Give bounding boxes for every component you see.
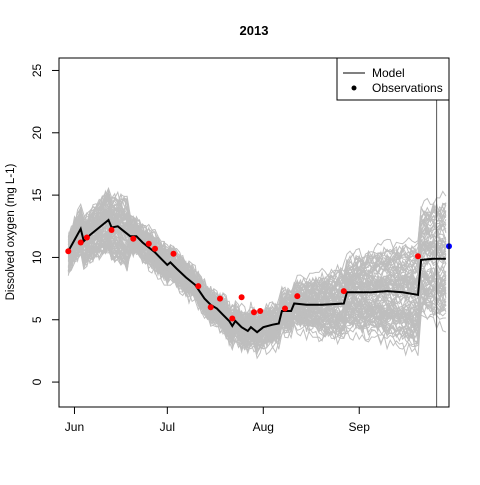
x-tick-label: Aug [253,420,274,434]
observation-point [108,227,115,233]
chart-title: 2013 [240,23,269,38]
observation-point [340,288,347,295]
y-tick-label: 0 [30,378,44,385]
x-tick-label: Sep [349,420,371,434]
observation-point [152,245,158,252]
x-tick-label: Jul [160,420,175,434]
y-axis-label: Dissolved oxygen (mg L-1) [5,163,17,300]
observation-point [195,283,202,290]
y-tick-label: 15 [30,188,44,202]
y-axis: 0 5 10 15 20 25 [30,63,60,385]
legend: Model Observations [336,57,450,101]
observation-point [130,235,137,242]
observation-point [145,240,152,247]
legend-model-label: Model [372,66,405,80]
x-axis: Jun Jul Aug Sep [65,406,371,434]
ensemble-member-line [67,241,447,353]
observation-point [83,234,90,241]
observation-point [257,308,264,314]
observation-point [282,305,288,312]
legend-observations-label: Observations [372,81,443,95]
legend-box [336,57,450,101]
y-tick-label: 25 [30,63,44,77]
observation-points [65,227,452,322]
observation-point [238,294,245,301]
observation-point [251,309,257,316]
observation-point [77,239,84,246]
observation-point [294,293,301,300]
observation-point [217,295,223,302]
observation-point [170,250,177,257]
observation-point [415,253,421,260]
model-line [67,218,446,334]
ensemble-member-line [67,230,447,343]
legend-observations-marker [351,85,357,91]
observation-point [207,304,214,311]
ensemble-member-line [67,240,447,351]
observation-point [65,248,72,255]
ensemble-member-line [67,194,447,324]
y-tick-label: 10 [30,250,44,264]
ensemble-member-line [67,210,447,327]
y-tick-label: 5 [30,316,44,323]
y-tick-label: 20 [30,126,44,140]
observation-point [229,315,236,322]
ensemble-member-line [67,245,447,343]
x-tick-label: Jun [65,420,84,434]
model-series [67,218,446,334]
